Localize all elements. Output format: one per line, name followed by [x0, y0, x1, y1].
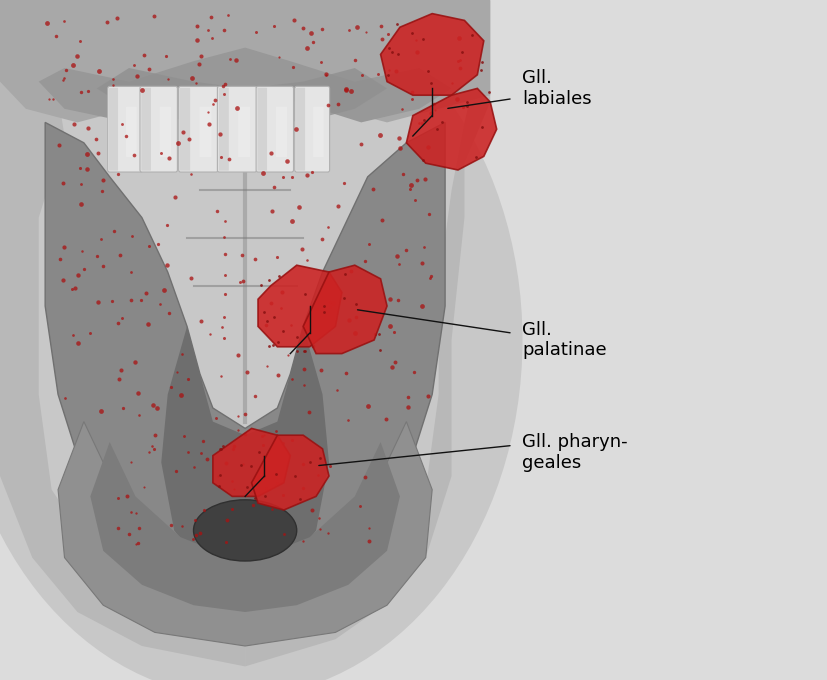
Polygon shape — [380, 14, 484, 95]
Ellipse shape — [0, 0, 523, 680]
Ellipse shape — [194, 500, 297, 561]
Polygon shape — [213, 428, 290, 496]
Text: Gll.
palatinae: Gll. palatinae — [523, 320, 607, 360]
Polygon shape — [258, 265, 342, 347]
FancyBboxPatch shape — [199, 107, 212, 157]
Text: Gll. pharyn-
geales: Gll. pharyn- geales — [523, 432, 629, 472]
FancyBboxPatch shape — [296, 88, 305, 171]
FancyBboxPatch shape — [218, 86, 256, 172]
Polygon shape — [39, 48, 452, 122]
FancyBboxPatch shape — [179, 86, 218, 172]
FancyBboxPatch shape — [313, 107, 323, 157]
FancyBboxPatch shape — [276, 107, 287, 157]
Polygon shape — [45, 122, 445, 612]
Polygon shape — [0, 0, 490, 122]
Polygon shape — [97, 68, 387, 122]
FancyBboxPatch shape — [257, 88, 267, 171]
FancyBboxPatch shape — [294, 86, 330, 172]
Polygon shape — [304, 265, 387, 354]
Text: Gll.
labiales: Gll. labiales — [523, 69, 592, 108]
FancyBboxPatch shape — [126, 107, 136, 157]
FancyBboxPatch shape — [238, 107, 250, 157]
FancyBboxPatch shape — [218, 88, 229, 171]
Polygon shape — [58, 422, 433, 646]
FancyBboxPatch shape — [141, 88, 151, 171]
FancyBboxPatch shape — [109, 88, 118, 171]
Polygon shape — [406, 88, 497, 170]
Polygon shape — [90, 442, 400, 612]
Polygon shape — [161, 326, 329, 592]
Polygon shape — [0, 0, 245, 666]
FancyBboxPatch shape — [180, 88, 190, 171]
FancyBboxPatch shape — [140, 86, 178, 172]
Polygon shape — [251, 435, 329, 510]
FancyBboxPatch shape — [108, 86, 142, 172]
FancyBboxPatch shape — [256, 86, 294, 172]
FancyBboxPatch shape — [160, 107, 171, 157]
Polygon shape — [245, 0, 490, 666]
